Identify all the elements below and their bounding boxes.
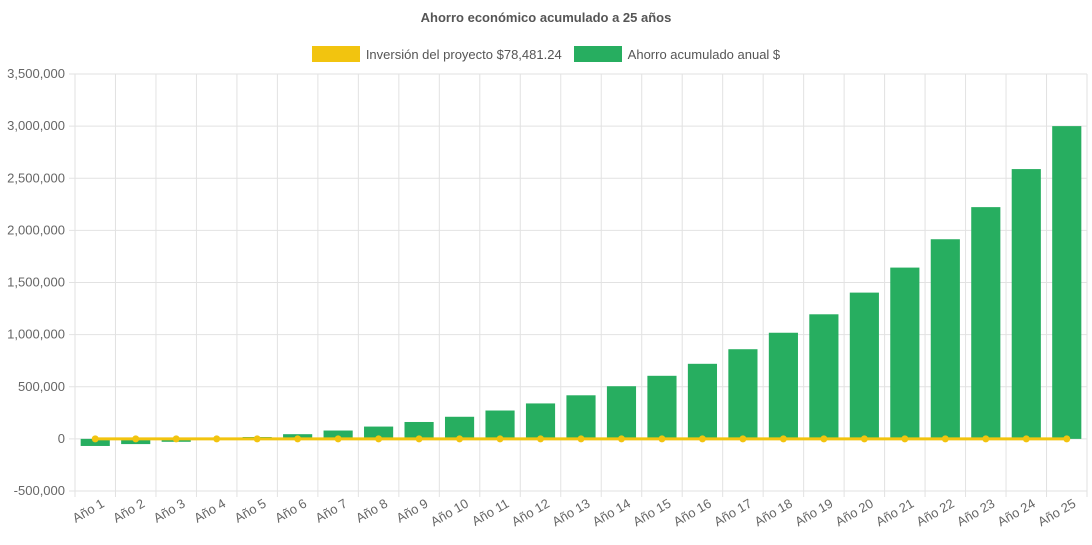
bar-14 — [606, 386, 637, 439]
x-tick-label: Año 18 — [752, 496, 795, 530]
bar-11 — [485, 410, 515, 439]
bar-19 — [809, 314, 839, 439]
inversion-point-23 — [982, 435, 990, 443]
bar-17 — [728, 349, 758, 439]
bar-9 — [404, 421, 434, 439]
x-tick-label: Año 20 — [833, 496, 876, 530]
x-tick-label: Año 6 — [272, 496, 309, 526]
bar-7 — [323, 430, 353, 439]
inversion-point-6 — [294, 435, 302, 443]
bar-23 — [971, 207, 1001, 439]
y-tick-label: 3,500,000 — [7, 66, 65, 81]
y-tick-label: 2,500,000 — [7, 170, 65, 185]
x-tick-label: Año 3 — [151, 496, 188, 526]
bar-12 — [525, 403, 556, 439]
bar-25 — [1052, 126, 1082, 439]
bar-22 — [930, 239, 960, 439]
bar-10 — [444, 416, 475, 439]
x-tick-label: Año 24 — [995, 496, 1038, 530]
legend-swatch-inversion — [311, 46, 360, 62]
bar-18 — [768, 332, 798, 439]
inversion-point-21 — [901, 435, 909, 443]
x-tick-label: Año 2 — [110, 496, 147, 526]
x-tick-label: Año 23 — [954, 496, 997, 530]
x-tick-label: Año 25 — [1035, 496, 1078, 530]
bar-16 — [687, 363, 718, 439]
x-tick-label: Año 12 — [509, 496, 552, 530]
x-tick-label: Año 21 — [873, 496, 916, 530]
legend-swatch-ahorro — [573, 46, 622, 62]
x-tick-label: Año 9 — [394, 496, 431, 526]
x-tick-label: Año 10 — [428, 496, 471, 530]
inversion-point-18 — [779, 435, 787, 443]
inversion-point-24 — [1022, 435, 1030, 443]
inversion-point-4 — [213, 435, 221, 443]
bar-15 — [647, 375, 677, 439]
inversion-point-15 — [658, 435, 666, 443]
x-tick-label: Año 7 — [313, 496, 350, 526]
y-tick-label: 2,000,000 — [7, 222, 65, 237]
x-tick-label: Año 8 — [353, 496, 390, 526]
x-tick-label: Año 22 — [914, 496, 957, 530]
inversion-point-9 — [415, 435, 423, 443]
inversion-point-17 — [739, 435, 747, 443]
chart-title: Ahorro económico acumulado a 25 años — [420, 10, 672, 25]
legend-item-ahorro[interactable]: Ahorro acumulado anual $ — [573, 46, 781, 62]
x-tick-label: Año 15 — [630, 496, 673, 530]
inversion-point-25 — [1063, 435, 1071, 443]
bar-20 — [849, 292, 879, 439]
x-tick-label: Año 14 — [590, 496, 633, 530]
legend: Inversión del proyecto $78,481.24 Ahorro… — [0, 46, 1092, 62]
inversion-point-5 — [253, 435, 261, 443]
x-tick-label: Año 16 — [671, 496, 714, 530]
y-tick-label: -500,000 — [14, 483, 65, 498]
bar-21 — [890, 267, 920, 439]
inversion-point-7 — [334, 435, 342, 443]
x-tick-label: Año 11 — [469, 496, 511, 529]
bar-24 — [1011, 169, 1041, 439]
x-tick-label: Año 5 — [232, 496, 269, 526]
inversion-point-20 — [860, 435, 868, 443]
x-tick-label: Año 19 — [792, 496, 835, 530]
bar-8 — [364, 426, 394, 439]
inversion-point-2 — [132, 435, 140, 443]
inversion-point-13 — [577, 435, 585, 443]
inversion-point-11 — [496, 435, 504, 443]
y-tick-label: 1,000,000 — [7, 327, 65, 342]
y-tick-label: 500,000 — [18, 379, 65, 394]
y-tick-label: 3,000,000 — [7, 118, 65, 133]
inversion-point-12 — [537, 435, 545, 443]
bar-1 — [80, 438, 110, 446]
x-tick-label: Año 17 — [711, 496, 754, 530]
inversion-point-16 — [698, 435, 706, 443]
legend-label-ahorro: Ahorro acumulado anual $ — [627, 46, 781, 62]
y-tick-label: 0 — [58, 431, 65, 446]
inversion-point-3 — [172, 435, 180, 443]
inversion-point-22 — [941, 435, 949, 443]
bar-13 — [566, 395, 596, 439]
inversion-point-8 — [375, 435, 383, 443]
legend-item-inversion[interactable]: Inversión del proyecto $78,481.24 — [311, 46, 562, 62]
inversion-point-1 — [91, 435, 99, 443]
inversion-point-14 — [617, 435, 625, 443]
inversion-point-19 — [820, 435, 828, 443]
inversion-point-10 — [456, 435, 464, 443]
x-tick-label: Año 13 — [549, 496, 592, 530]
x-tick-label: Año 1 — [70, 496, 107, 526]
legend-label-inversion: Inversión del proyecto $78,481.24 — [365, 46, 562, 62]
y-tick-label: 1,500,000 — [7, 275, 65, 290]
x-tick-label: Año 4 — [191, 496, 228, 526]
